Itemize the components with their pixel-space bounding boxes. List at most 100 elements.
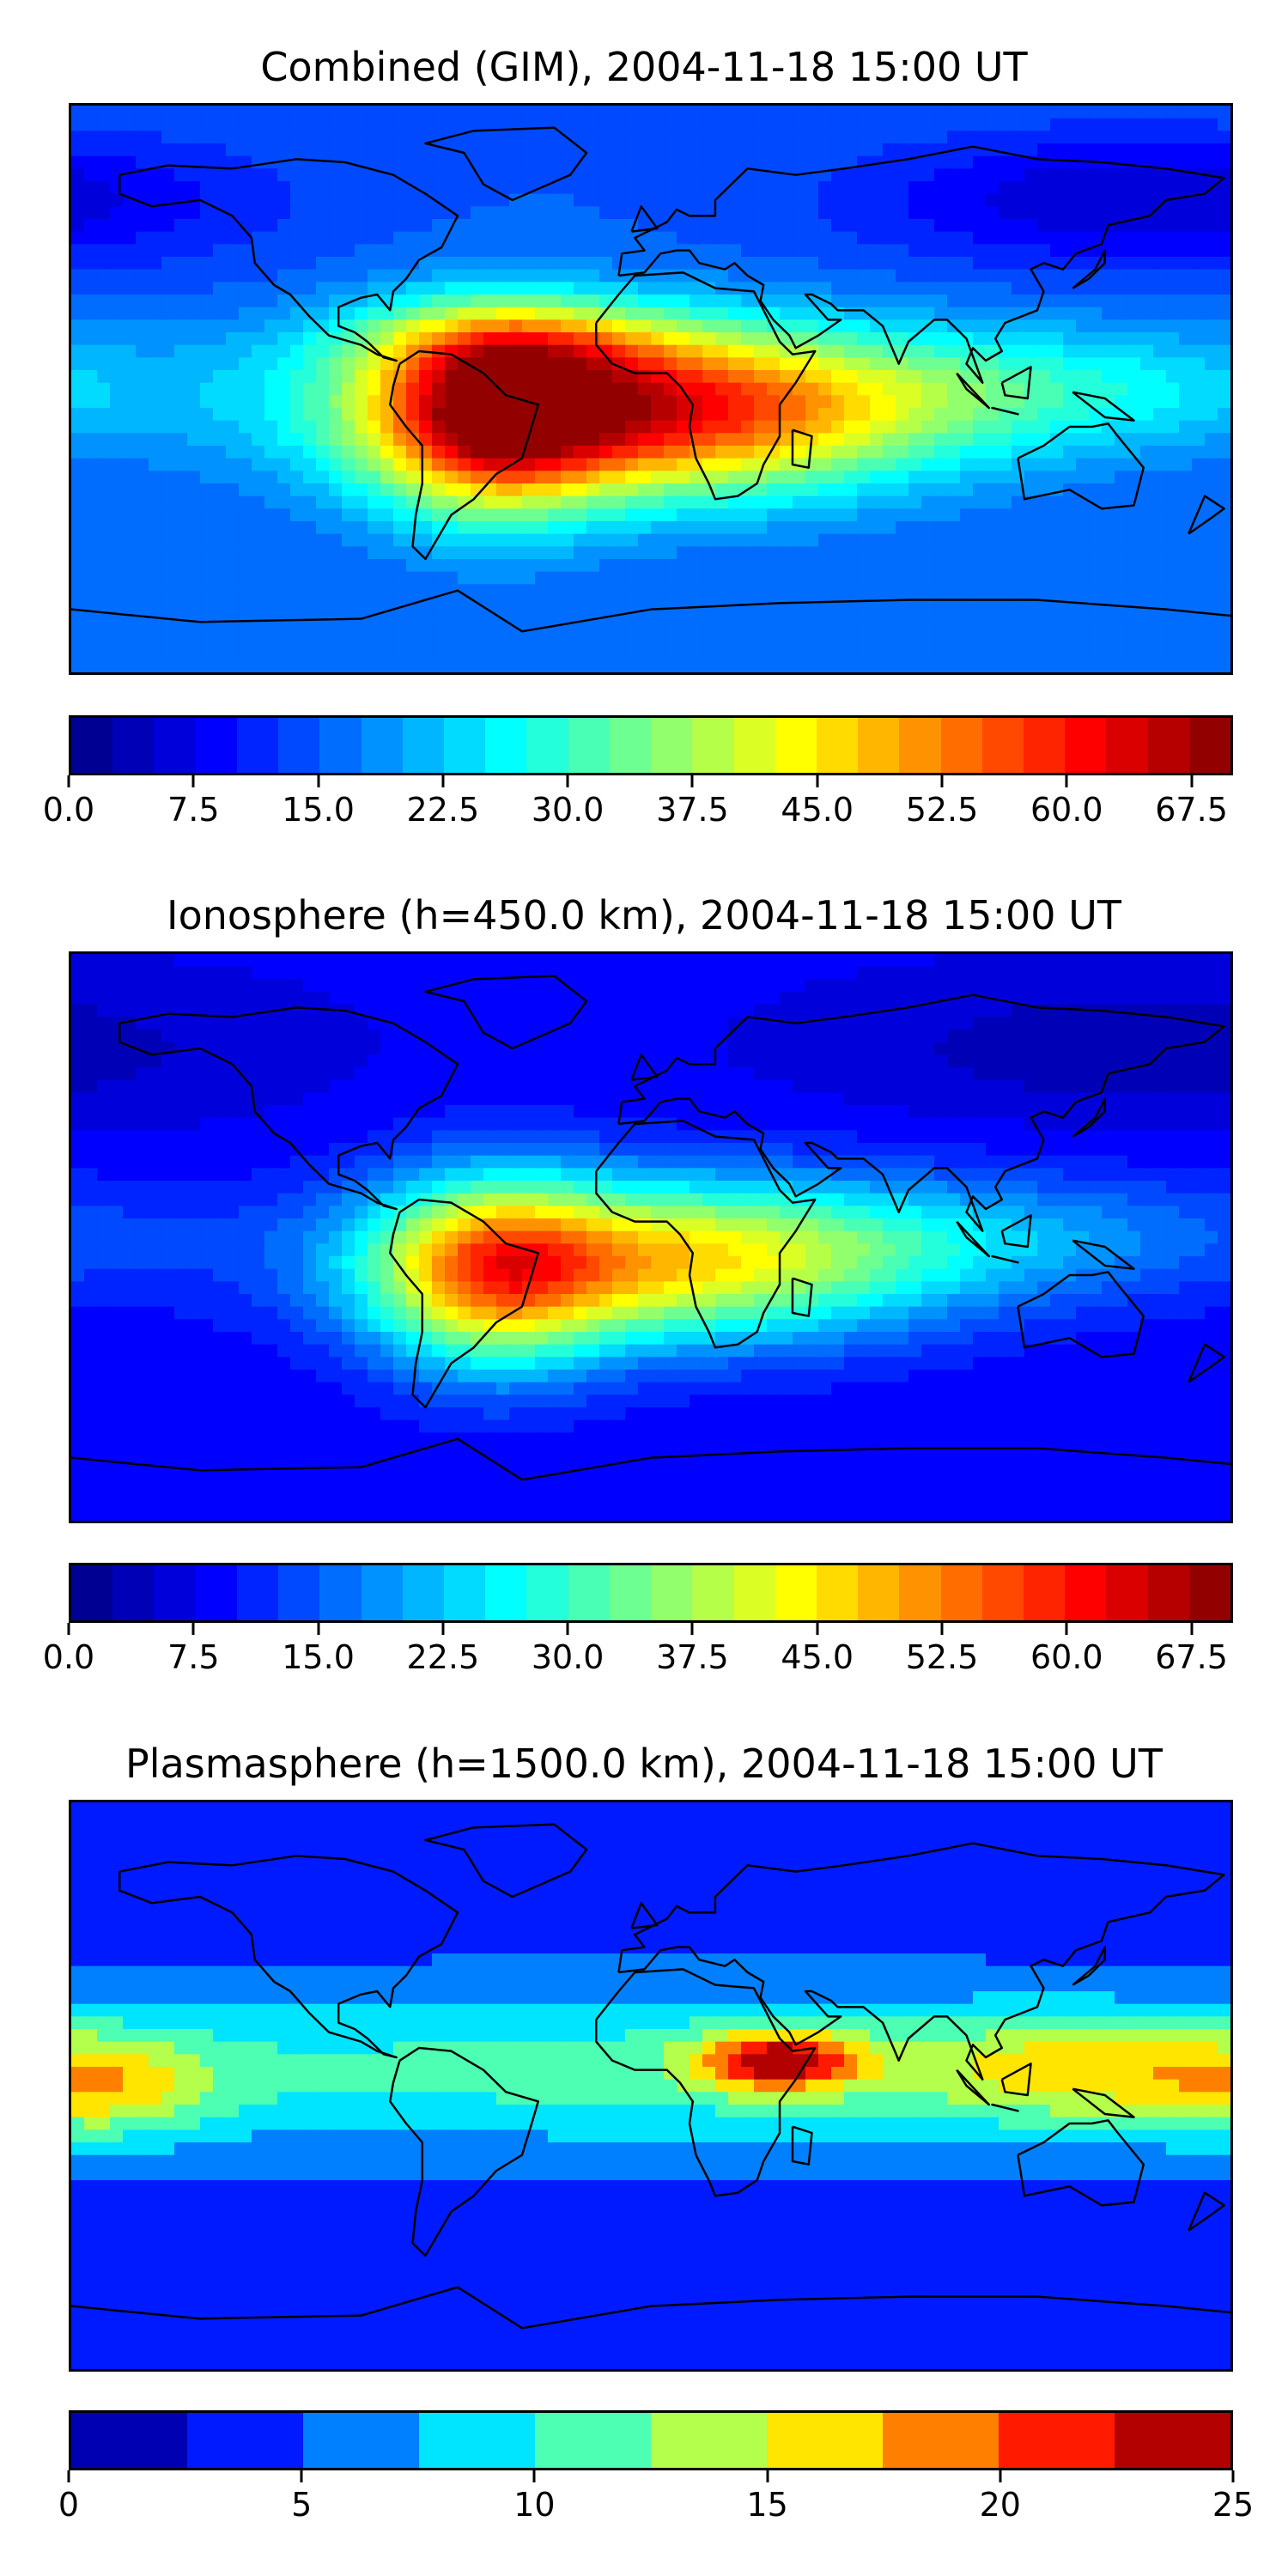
field-cell [844, 382, 858, 396]
field-cell [1178, 219, 1193, 233]
field-cell [780, 622, 793, 635]
field-cell [560, 420, 574, 434]
field-cell [741, 193, 755, 207]
field-cell [1139, 546, 1154, 560]
field-cell [598, 1017, 613, 1030]
field-cell [1115, 546, 1128, 560]
field-cell [869, 257, 884, 270]
field-cell [342, 244, 355, 258]
field-cell [110, 382, 124, 396]
field-cell [830, 966, 845, 980]
field-cell [1205, 370, 1218, 384]
field-cell [767, 269, 781, 283]
field-cell [264, 635, 278, 648]
field-cell [1192, 231, 1206, 245]
field-cell [328, 408, 343, 422]
field-cell [830, 181, 845, 195]
field-cell [1037, 231, 1051, 245]
field-cell [521, 155, 536, 169]
field-cell [637, 344, 652, 358]
field-cell [226, 181, 240, 195]
field-cell [1037, 1054, 1051, 1068]
field-cell [251, 954, 265, 968]
field-cell [535, 458, 549, 471]
field-cell [664, 219, 677, 233]
field-cell [985, 1017, 999, 1030]
field-cell [1153, 395, 1167, 409]
field-cell [535, 408, 549, 422]
field-cell [625, 181, 639, 195]
field-cell [1024, 433, 1038, 447]
field-cell [483, 307, 497, 320]
field-cell [458, 966, 471, 980]
field-cell [857, 269, 871, 283]
field-cell [999, 118, 1012, 131]
field-cell [483, 143, 497, 157]
field-cell [946, 609, 961, 623]
field-cell [728, 206, 742, 220]
field-cell [1205, 244, 1218, 258]
field-cell [883, 118, 896, 131]
field-cell [741, 282, 755, 295]
field-cell [458, 282, 471, 295]
field-cell [1127, 992, 1141, 1005]
field-cell [560, 244, 574, 258]
field-cell [690, 344, 703, 358]
field-cell [1076, 357, 1090, 371]
field-cell [548, 979, 562, 993]
field-cell [690, 446, 703, 459]
field-cell [419, 257, 433, 270]
field-cell [251, 155, 265, 169]
field-cell [405, 1067, 420, 1081]
field-cell [1205, 143, 1218, 157]
field-cell [676, 495, 690, 509]
field-cell [714, 257, 729, 270]
field-cell [869, 420, 884, 434]
field-cell [1217, 408, 1230, 422]
field-cell [535, 1042, 549, 1055]
field-cell [960, 992, 974, 1005]
field-cell [560, 357, 574, 371]
field-cell [934, 106, 948, 119]
field-cell [664, 420, 677, 434]
field-cell [625, 1004, 639, 1018]
field-cell [869, 106, 884, 119]
field-cell [805, 155, 819, 169]
field-cell [818, 647, 832, 660]
field-cell [289, 559, 304, 573]
field-cell [637, 332, 652, 346]
field-cell [586, 382, 600, 396]
field-cell [535, 106, 549, 119]
field-cell [1076, 231, 1090, 245]
field-cell [1115, 559, 1128, 573]
field-cell [805, 408, 819, 422]
field-cell [1115, 966, 1128, 980]
field-cell [574, 282, 587, 295]
field-cell [471, 659, 484, 672]
field-cell [830, 597, 845, 611]
field-cell [509, 446, 523, 459]
field-cell [1012, 257, 1025, 270]
field-cell [869, 168, 884, 182]
field-cell [1139, 131, 1154, 144]
field-cell [380, 647, 394, 660]
field-cell [289, 571, 304, 585]
field-cell [676, 1017, 690, 1030]
field-cell [342, 433, 355, 447]
field-cell [239, 257, 252, 270]
field-cell [277, 219, 291, 233]
field-cell [586, 1017, 600, 1030]
field-cell [574, 395, 587, 409]
field-cell [342, 257, 355, 270]
field-cell [586, 181, 600, 195]
colorbar-segment [1188, 718, 1231, 773]
field-cell [200, 471, 214, 484]
field-cell [123, 155, 137, 169]
field-cell [303, 282, 317, 295]
field-cell [264, 471, 278, 484]
field-cell [548, 533, 562, 547]
field-cell [690, 471, 703, 484]
field-cell [1089, 382, 1103, 396]
field-cell [471, 647, 484, 660]
field-cell [1139, 319, 1154, 333]
